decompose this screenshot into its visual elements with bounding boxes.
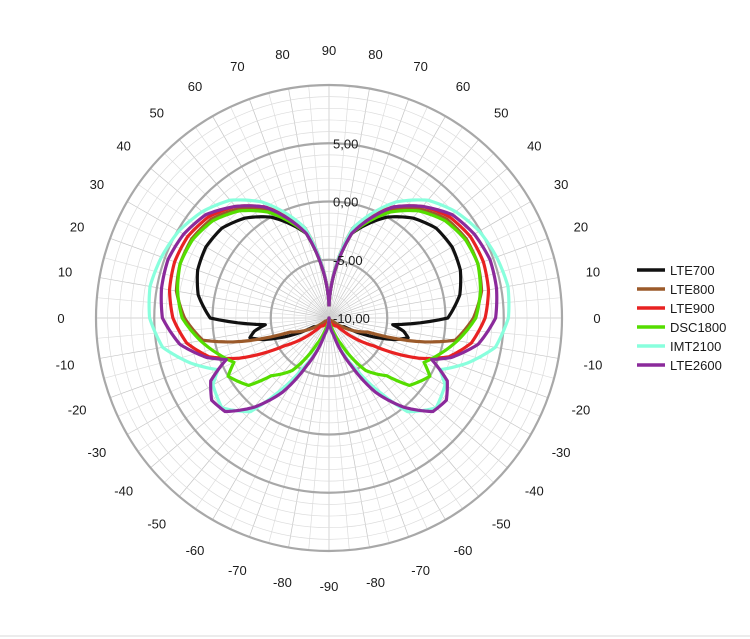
legend-label: IMT2100: [670, 339, 721, 354]
minor-ring: [188, 177, 470, 459]
angle-label: 60: [188, 79, 202, 94]
angle-label: 0: [593, 311, 600, 326]
radial-tick-labels: 5,00 0,00 -5,00 -10,00: [333, 136, 370, 326]
radial-tick-label: -10,00: [333, 311, 370, 326]
angle-label: 10: [586, 264, 600, 279]
legend-label: LTE700: [670, 263, 715, 278]
minor-ring: [130, 119, 528, 517]
major-ring: [153, 142, 505, 494]
minor-ring: [200, 189, 458, 447]
angle-label: -90: [320, 579, 339, 594]
minor-ring: [235, 224, 423, 412]
minor-ring: [165, 154, 493, 482]
legend-label: LTE900: [670, 301, 715, 316]
angle-label: 30: [554, 177, 568, 192]
angle-label: -50: [147, 516, 166, 531]
series-layer: [147, 198, 511, 414]
angle-labels: 90 80 70 60 50 40 30 20 10 0 -10 -20 -30 -40 -50 -60 -70…: [56, 43, 603, 594]
angle-label: -40: [525, 483, 544, 498]
angle-label: 40: [116, 139, 130, 154]
angle-label: -30: [552, 445, 571, 460]
angle-label: 90: [322, 43, 336, 58]
minor-ring: [118, 107, 540, 529]
angle-label: -10: [56, 358, 75, 373]
angle-label: 30: [90, 177, 104, 192]
angle-label: 50: [149, 106, 163, 121]
legend-label: LTE800: [670, 282, 715, 297]
angle-label: -80: [273, 575, 292, 590]
legend: LTE700 LTE800 LTE900 DSC1800 IMT2100 LTE2600: [637, 263, 726, 373]
angle-label: 70: [230, 59, 244, 74]
minor-ring: [223, 212, 435, 424]
major-ring: [94, 83, 564, 553]
legend-label: LTE2600: [670, 358, 722, 373]
radial-tick-label: 0,00: [333, 195, 358, 210]
angle-label: -10: [584, 358, 603, 373]
angle-label: 20: [70, 219, 84, 234]
minor-ring: [177, 166, 481, 470]
angle-label: 0: [57, 311, 64, 326]
angle-label: -20: [571, 403, 590, 418]
minor-ring: [107, 96, 551, 540]
angle-label: 80: [368, 47, 382, 62]
angle-label: 70: [413, 59, 427, 74]
minor-ring: [258, 247, 400, 389]
angle-label: -20: [68, 403, 87, 418]
minor-ring: [247, 236, 411, 400]
radial-tick-label: -5,00: [333, 253, 363, 268]
major-ring: [269, 258, 389, 378]
angle-label: 20: [574, 219, 588, 234]
angle-label: -50: [492, 516, 511, 531]
angle-label: 40: [527, 139, 541, 154]
angle-label: -60: [454, 543, 473, 558]
angle-label: 10: [58, 264, 72, 279]
minor-ring: [293, 282, 365, 354]
angle-label: -80: [366, 575, 385, 590]
angle-label: -60: [186, 543, 205, 558]
minor-ring: [282, 271, 376, 365]
radial-tick-label: 5,00: [333, 136, 358, 151]
angle-label: -70: [411, 563, 430, 578]
angle-label: -40: [114, 483, 133, 498]
minor-ring: [142, 131, 516, 505]
series-line-lte2600: [159, 204, 499, 414]
angle-label: 50: [494, 106, 508, 121]
angle-label: -30: [88, 445, 107, 460]
angle-label: 80: [275, 47, 289, 62]
legend-label: DSC1800: [670, 320, 726, 335]
angle-label: -70: [228, 563, 247, 578]
angle-label: 60: [456, 79, 470, 94]
